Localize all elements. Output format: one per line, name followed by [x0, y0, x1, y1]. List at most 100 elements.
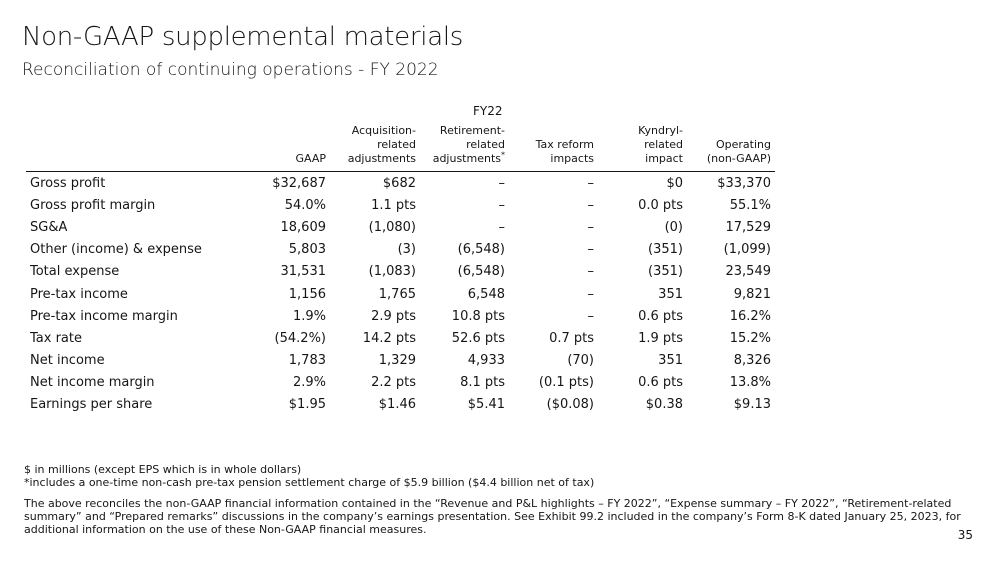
table-cell: – [587, 219, 595, 235]
table-row: Other (income) & expense 5,803 (3) (6,548) –… [26, 239, 775, 261]
table-cell: 0.6 pts [638, 375, 683, 391]
table-cell: (3) [397, 242, 416, 258]
row-label: Net income [30, 353, 105, 369]
table-row: Pre-tax income 1,156 1,765 6,548 – 351 9,821 [26, 283, 775, 305]
table-cell: 1,156 [288, 286, 326, 302]
table-cell: 54.0% [284, 197, 326, 213]
table-cell: (6,548) [457, 264, 505, 280]
table-cell: 351 [658, 286, 683, 302]
table-cell: 18,609 [280, 219, 327, 235]
table-cell: 5,803 [288, 242, 326, 258]
table-cell: $32,687 [272, 175, 326, 191]
table-cell: 1.1 pts [371, 197, 416, 213]
row-label: Pre-tax income margin [30, 308, 178, 324]
table-cell: (1,083) [368, 264, 416, 280]
table-cell: 17,529 [725, 219, 772, 235]
table-cell: 1,783 [288, 353, 326, 369]
table-row: SG&A 18,609 (1,080) – – (0) 17,529 [26, 216, 775, 238]
table-cell: – [587, 242, 595, 258]
asterisk-note: *includes a one-time non-cash pre-tax pe… [24, 476, 595, 489]
table-cell: – [587, 286, 595, 302]
column-header-tax-reform: Tax reform impacts [509, 124, 598, 172]
row-label: SG&A [30, 219, 68, 235]
table-cell: $33,370 [717, 175, 771, 191]
table-cell: $0 [666, 175, 683, 191]
table-cell: 8.1 pts [460, 375, 505, 391]
page-subtitle: Reconciliation of continuing operations … [22, 60, 439, 80]
row-label: Earnings per share [30, 397, 153, 413]
table-cell: – [587, 308, 595, 324]
column-header-operating: Operating (non-GAAP) [687, 124, 775, 172]
table-cell: – [587, 264, 595, 280]
table-cell: 23,549 [725, 264, 772, 280]
table-cell: (351) [648, 264, 683, 280]
disclaimer-note: The above reconciles the non-GAAP financ… [24, 497, 961, 536]
table-cell: $1.95 [288, 397, 326, 413]
table-cell: 10.8 pts [451, 308, 505, 324]
table-cell: $0.38 [645, 397, 683, 413]
table-cell: – [498, 219, 506, 235]
table-cell: – [587, 197, 595, 213]
table-row: Pre-tax income margin 1.9% 2.9 pts 10.8 pts… [26, 305, 775, 327]
table-cell: 351 [658, 353, 683, 369]
reconciliation-table: GAAP Acquisition- related adjustments Re… [26, 124, 775, 416]
table-cell: 9,821 [733, 286, 771, 302]
column-header-retirement: Retirement- related adjustments* [420, 124, 509, 172]
table-cell: 16.2% [729, 308, 771, 324]
row-label: Gross profit margin [30, 197, 156, 213]
column-header-row: GAAP Acquisition- related adjustments Re… [26, 124, 775, 172]
table-cell: 2.2 pts [371, 375, 416, 391]
table-cell: 15.2% [729, 330, 771, 346]
footnote-marker: * [501, 150, 505, 160]
label-column-header [26, 124, 242, 172]
table-row: Earnings per share $1.95 $1.46 $5.41 ($0.08)… [26, 394, 775, 416]
table-cell: $1.46 [378, 397, 416, 413]
table-cell: (1,080) [368, 219, 416, 235]
table-cell: 14.2 pts [362, 330, 416, 346]
table-cell: 2.9 pts [371, 308, 416, 324]
column-header-acquisition: Acquisition- related adjustments [330, 124, 420, 172]
table-cell: (0.1 pts) [538, 375, 594, 391]
table-body: Gross profit $32,687 $682– – $0 $33,370 Gross … [26, 172, 775, 417]
table-cell: 13.8% [729, 375, 771, 391]
table-cell: ($0.08) [546, 397, 594, 413]
units-note: $ in millions (except EPS which is in wh… [24, 463, 302, 476]
table-cell: 4,933 [467, 353, 505, 369]
column-header-gaap: GAAP [242, 124, 330, 172]
table-cell: 8,326 [733, 353, 771, 369]
table-cell: 31,531 [280, 264, 327, 280]
table-cell: (54.2%) [274, 330, 326, 346]
row-label: Net income margin [30, 375, 155, 391]
page-title: Non-GAAP supplemental materials [22, 22, 463, 52]
row-label: Gross profit [30, 175, 106, 191]
row-label: Other (income) & expense [30, 242, 202, 258]
table-row: Net income 1,783 1,329 4,933 (70) 351 8,326 [26, 350, 775, 372]
table-cell: (351) [648, 242, 683, 258]
row-label: Tax rate [30, 330, 82, 346]
table-cell: 55.1% [729, 197, 771, 213]
period-header: FY22 [473, 104, 503, 118]
table-cell: 1.9% [292, 308, 326, 324]
table-cell: – [587, 175, 595, 191]
column-header-kyndryl: Kyndryl- related impact [598, 124, 687, 172]
table-cell: 0.7 pts [549, 330, 594, 346]
table-row: Total expense 31,531 (1,083) (6,548) – (351) 2… [26, 261, 775, 283]
table-cell: – [498, 197, 506, 213]
table-cell: $9.13 [733, 397, 771, 413]
table-row: Gross profit margin 54.0% 1.1 pts – – 0.0 pts… [26, 194, 775, 216]
row-label: Total expense [30, 264, 120, 280]
table-row: Gross profit $32,687 $682 – – $0 $33,370 [26, 172, 775, 195]
table-cell: (6,548) [457, 242, 505, 258]
row-label: Pre-tax income [30, 286, 128, 302]
table-cell: 1,329 [378, 353, 416, 369]
table-cell: 6,548 [467, 286, 505, 302]
table-cell: – [498, 175, 506, 191]
table-cell: (70) [567, 353, 594, 369]
table-cell: 0.0 pts [638, 197, 683, 213]
table-cell: 0.6 pts [638, 308, 683, 324]
page-number: 35 [957, 528, 973, 542]
table-cell: $682 [382, 175, 416, 191]
table-cell: $5.41 [467, 397, 505, 413]
table-cell: 52.6 pts [451, 330, 505, 346]
table-cell: (1,099) [723, 242, 771, 258]
